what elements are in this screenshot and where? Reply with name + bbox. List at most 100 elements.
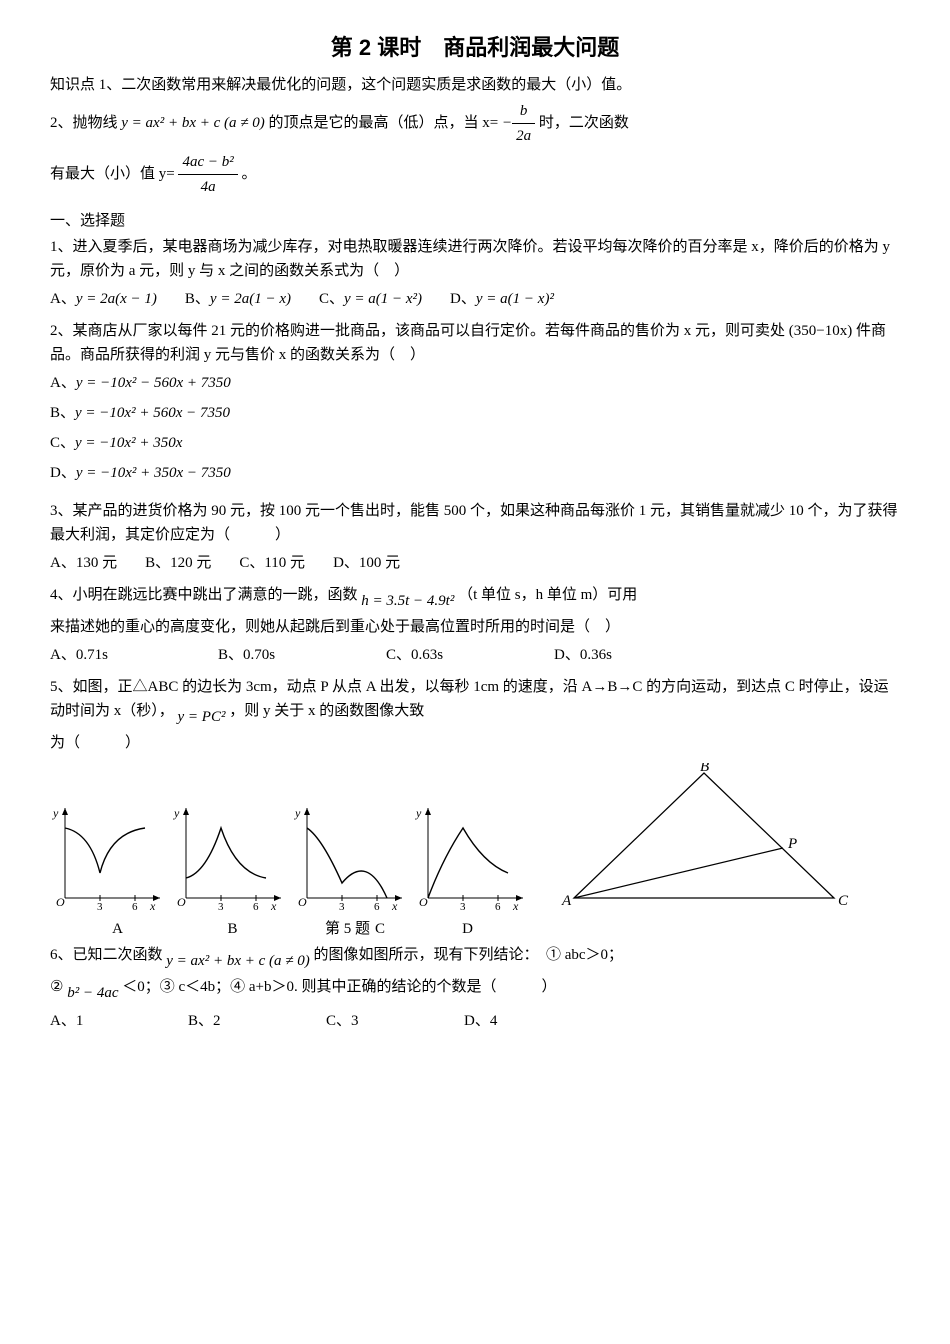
formula-vertex-x: −b2a [502, 115, 539, 131]
text: 2、抛物线 [50, 115, 121, 131]
choice-c: C、0.63s [386, 643, 526, 667]
tick-3: 3 [97, 901, 103, 913]
axis-x: x [391, 899, 398, 913]
choice-b: B、2 [188, 1009, 298, 1033]
tick-6: 6 [132, 901, 138, 913]
numerator: 4ac − b² [178, 150, 237, 175]
axis-y: y [294, 806, 301, 820]
formula-parabola: y = ax² + bx + c (a ≠ 0) [121, 115, 264, 131]
label-d: D [410, 917, 525, 941]
denominator: 2a [512, 124, 535, 148]
question-3-choices: A、130 元 B、120 元 C、110 元 D、100 元 [50, 551, 900, 575]
question-4-choices: A、0.71s B、0.70s C、0.63s D、0.36s [50, 643, 900, 667]
section-heading: 一、选择题 [50, 209, 900, 233]
denominator: 4a [178, 175, 237, 199]
choice-label: C、 [319, 291, 344, 307]
question-6: 6、已知二次函数 y = ax² + bx + c (a ≠ 0) 的图像如图所… [50, 943, 900, 973]
knowledge-point-1: 知识点 1、二次函数常用来解决最优化的问题，这个问题实质是求函数的最大（小）值。 [50, 73, 900, 97]
question-5: 5、如图，正△ABC 的边长为 3cm，动点 P 从点 A 出发，以每秒 1cm… [50, 675, 900, 729]
tick-6: 6 [495, 901, 501, 913]
question-5-figures: O 3 6 x y O 3 6 x y O 3 6 x y [50, 763, 900, 913]
triangle-abc: A B C P [554, 763, 854, 913]
choice-formula: y = −10x² + 350x [75, 435, 182, 451]
choice-a: A、y = 2a(x − 1) [50, 287, 157, 311]
choice-d: D、100 元 [333, 551, 400, 575]
choice-d: D、y = −10x² + 350x − 7350 [50, 461, 458, 485]
choice-formula: y = a(1 − x²) [344, 291, 422, 307]
axis-y: y [173, 806, 180, 820]
axis-x: x [270, 899, 277, 913]
vertex-c: C [838, 893, 849, 909]
choice-a: A、130 元 [50, 551, 117, 575]
text: 有最大（小）值 y= [50, 166, 178, 182]
choice-label: C、 [50, 435, 75, 451]
question-5b: 为（ ） [50, 731, 900, 755]
choice-b: B、y = −10x² + 560x − 7350 [50, 401, 458, 425]
choice-c: C、y = −10x² + 350x [50, 431, 458, 455]
choice-d: D、y = a(1 − x)² [450, 287, 554, 311]
question-4: 4、小明在跳远比赛中跳出了满意的一跳，函数 h = 3.5t − 4.9t² （… [50, 583, 900, 613]
label-b: B [175, 917, 290, 941]
formula-y-pc2: y = PC² [178, 709, 226, 725]
text: 。 [242, 166, 257, 182]
choice-formula: y = −10x² + 560x − 7350 [75, 405, 230, 421]
tick-3: 3 [218, 901, 224, 913]
choice-a: A、1 [50, 1009, 160, 1033]
knowledge-point-2: 2、抛物线 y = ax² + bx + c (a ≠ 0) 的顶点是它的最高（… [50, 99, 900, 148]
choice-formula: y = 2a(1 − x) [210, 291, 291, 307]
axis-y: y [415, 806, 422, 820]
choice-b: B、0.70s [218, 643, 358, 667]
vertex-a: A [561, 893, 572, 909]
axis-origin: O [298, 895, 307, 909]
knowledge-point-2b: 有最大（小）值 y= 4ac − b²4a 。 [50, 150, 900, 199]
text: ② [50, 979, 67, 995]
choice-c: C、y = a(1 − x²) [319, 287, 422, 311]
question-1: 1、进入夏季后，某电器商场为减少库存，对电热取暖器连续进行两次降价。若设平均每次… [50, 235, 900, 283]
choice-formula: y = −10x² + 350x − 7350 [76, 465, 231, 481]
text: 6、已知二次函数 [50, 947, 166, 963]
choice-formula: y = a(1 − x)² [476, 291, 554, 307]
text: 的顶点是它的最高（低）点，当 x= [268, 115, 501, 131]
question-4b: 来描述她的重心的高度变化，则她从起跳后到重心处于最高位置时所用的时间是（ ） [50, 615, 900, 639]
axis-y: y [52, 806, 59, 820]
text: ＜0；③ c＜4b；④ a+b＞0. 则其中正确的结论的个数是（ ） [122, 979, 556, 995]
text: 4、小明在跳远比赛中跳出了满意的一跳，函数 [50, 587, 361, 603]
choice-label: D、 [50, 465, 76, 481]
formula-height: h = 3.5t − 4.9t² [361, 593, 454, 609]
choice-label: B、 [50, 405, 75, 421]
label-c: C [350, 917, 410, 941]
choice-formula: y = 2a(x − 1) [76, 291, 157, 307]
question-2-choices: A、y = −10x² − 560x + 7350 B、y = −10x² + … [50, 371, 900, 491]
graph-a: O 3 6 x y [50, 803, 165, 913]
formula-vertex-y: 4ac − b²4a [178, 166, 241, 182]
choice-label: A、 [50, 375, 76, 391]
label-a: A [60, 917, 175, 941]
choice-c: C、3 [326, 1009, 436, 1033]
tick-6: 6 [374, 901, 380, 913]
tick-3: 3 [339, 901, 345, 913]
axis-x: x [512, 899, 519, 913]
text: （t 单位 s，h 单位 m）可用 [458, 587, 637, 603]
question-1-choices: A、y = 2a(x − 1) B、y = 2a(1 − x) C、y = a(… [50, 287, 900, 311]
graph-d: O 3 6 x y [413, 803, 528, 913]
figure-labels: A B 第 5 题 C D [60, 917, 900, 941]
question-2: 2、某商店从厂家以每件 21 元的价格购进一批商品，该商品可以自行定价。若每件商… [50, 319, 900, 367]
choice-label: A、 [50, 291, 76, 307]
choice-b: B、120 元 [145, 551, 211, 575]
text: 的图像如图所示，现有下列结论： ① abc＞0； [313, 947, 623, 963]
vertex-b: B [700, 763, 709, 775]
text: 5、如图，正△ABC 的边长为 3cm，动点 P 从点 A 出发，以每秒 1cm… [50, 679, 889, 719]
choice-a: A、y = −10x² − 560x + 7350 [50, 371, 458, 395]
axis-x: x [149, 899, 156, 913]
page-title: 第 2 课时 商品利润最大问题 [50, 30, 900, 65]
tick-3: 3 [460, 901, 466, 913]
choice-d: D、0.36s [554, 643, 694, 667]
question-6-choices: A、1 B、2 C、3 D、4 [50, 1009, 900, 1033]
choice-a: A、0.71s [50, 643, 190, 667]
graph-b: O 3 6 x y [171, 803, 286, 913]
choice-d: D、4 [464, 1009, 574, 1033]
axis-origin: O [177, 895, 186, 909]
graph-c: O 3 6 x y [292, 803, 407, 913]
choice-formula: y = −10x² − 560x + 7350 [76, 375, 231, 391]
question-3: 3、某产品的进货价格为 90 元，按 100 元一个售出时，能售 500 个，如… [50, 499, 900, 547]
